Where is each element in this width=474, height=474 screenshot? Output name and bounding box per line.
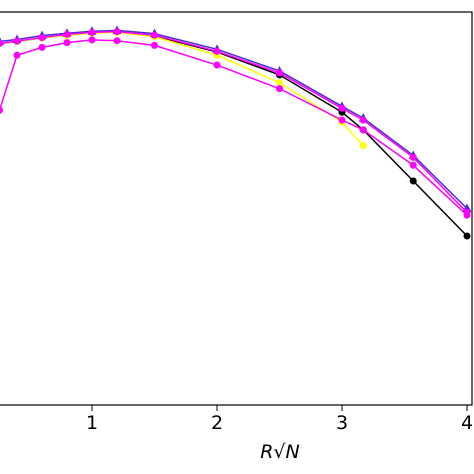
marker (63, 39, 71, 47)
marker (38, 43, 46, 51)
marker (338, 116, 346, 124)
marker (409, 161, 417, 169)
marker (151, 41, 158, 49)
marker (213, 47, 221, 55)
marker (0, 39, 3, 47)
marker (359, 116, 367, 124)
marker (276, 79, 283, 87)
marker (359, 126, 367, 134)
marker (88, 28, 96, 36)
marker (359, 142, 367, 150)
x-tick-label: 1 (86, 412, 98, 434)
marker (113, 37, 121, 45)
x-axis-label: R√N (260, 441, 300, 463)
x-tick-label: 3 (336, 412, 348, 434)
marker (338, 104, 346, 112)
marker (213, 61, 221, 69)
marker (463, 232, 471, 240)
marker (463, 208, 471, 216)
marker (276, 69, 283, 77)
x-tick-label: 4 (461, 412, 473, 434)
marker (88, 36, 96, 44)
marker (38, 34, 46, 42)
marker (151, 31, 158, 39)
marker (409, 177, 417, 185)
marker (409, 153, 417, 161)
marker (13, 51, 21, 59)
series-line (0, 39, 468, 216)
marker (276, 85, 283, 93)
plot-frame (0, 11, 473, 406)
marker (13, 37, 21, 45)
marker (113, 28, 121, 36)
marker (63, 30, 71, 38)
marker (0, 106, 3, 114)
x-tick-label: 2 (211, 412, 223, 434)
